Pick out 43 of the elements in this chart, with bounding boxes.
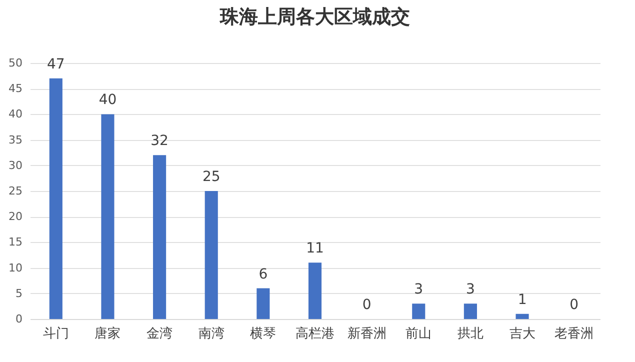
- bar: [49, 78, 62, 319]
- y-tick-label: 45: [8, 82, 22, 96]
- data-label: 6: [258, 266, 268, 282]
- data-label: 0: [362, 297, 372, 313]
- chart-title: 珠海上周各大区域成交: [219, 6, 410, 28]
- data-label: 3: [414, 282, 424, 298]
- y-tick-label: 0: [16, 312, 22, 326]
- data-label: 3: [466, 282, 475, 298]
- y-tick-label: 50: [8, 56, 22, 70]
- y-tick-label: 25: [8, 184, 22, 198]
- x-tick-label: 横琴: [250, 326, 276, 342]
- x-tick-label: 老香洲: [554, 326, 594, 342]
- bar: [256, 288, 270, 319]
- data-label: 11: [306, 240, 324, 257]
- bar: [153, 155, 166, 319]
- bar: [101, 114, 114, 319]
- data-label: 0: [570, 297, 579, 313]
- y-tick-label: 40: [8, 108, 22, 121]
- x-tick-label: 新香洲: [347, 326, 386, 342]
- bar: [204, 191, 218, 319]
- y-tick-label: 10: [8, 261, 22, 274]
- data-label: 47: [46, 56, 65, 72]
- x-tick-label: 斗门: [42, 326, 69, 342]
- bar: [516, 314, 529, 319]
- data-label: 25: [202, 169, 220, 185]
- y-tick-label: 20: [8, 210, 22, 224]
- x-tick-label: 高栏港: [296, 326, 334, 342]
- y-tick-label: 35: [8, 133, 22, 146]
- bar: [412, 304, 426, 319]
- data-label: 40: [98, 92, 117, 108]
- x-tick-label: 南湾: [198, 326, 224, 342]
- x-tick-label: 金湾: [146, 326, 173, 342]
- y-tick-label: 15: [8, 236, 22, 249]
- x-tick-label: 拱北: [457, 326, 484, 342]
- data-label: 32: [150, 133, 168, 150]
- bar: [308, 262, 322, 319]
- x-tick-label: 前山: [406, 326, 432, 342]
- y-tick-label: 5: [16, 286, 22, 300]
- x-tick-label: 吉大: [509, 326, 536, 342]
- data-label: 1: [518, 292, 527, 308]
- bar: [464, 304, 477, 319]
- x-tick-label: 唐家: [94, 326, 121, 342]
- y-tick-label: 30: [8, 158, 22, 172]
